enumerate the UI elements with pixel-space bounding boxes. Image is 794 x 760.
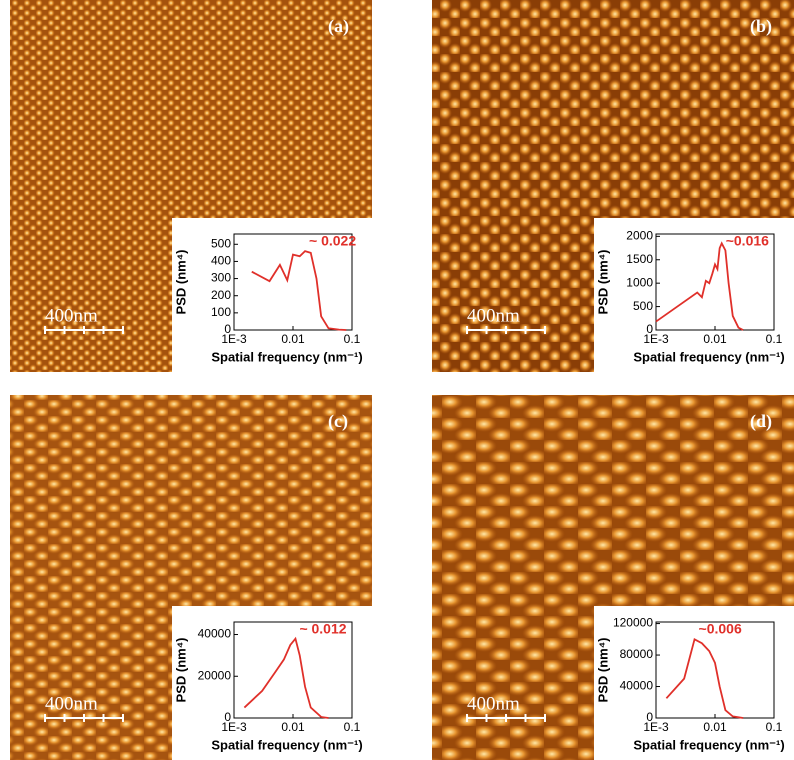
panel-label: (a) xyxy=(328,16,349,37)
x-tick-label: 0.1 xyxy=(344,332,361,346)
panel-label: (b) xyxy=(750,16,772,37)
y-tick-label: 300 xyxy=(211,271,231,285)
scale-bar-label: 400nm xyxy=(467,305,520,326)
x-axis-label: Spatial frequency (nm⁻¹) xyxy=(211,349,362,364)
inset-background xyxy=(172,606,372,760)
y-tick-label: 20000 xyxy=(198,668,232,682)
peak-annotation: ~ 0.012 xyxy=(299,621,346,637)
y-tick-label: 80000 xyxy=(620,647,654,661)
y-tick-label: 40000 xyxy=(198,627,232,641)
y-axis-label: PSD (nm⁴) xyxy=(595,638,610,703)
x-tick-label: 0.1 xyxy=(766,332,783,346)
peak-annotation: ~0.016 xyxy=(726,233,769,249)
x-tick-label: 0.01 xyxy=(703,332,727,346)
scale-bar-label: 400nm xyxy=(45,693,98,714)
x-tick-label: 1E-3 xyxy=(643,720,669,734)
y-tick-label: 2000 xyxy=(626,229,653,243)
y-tick-label: 0 xyxy=(224,322,231,336)
y-tick-label: 500 xyxy=(211,236,231,250)
inset-background xyxy=(594,606,794,760)
psd-line xyxy=(655,241,744,331)
psd-line xyxy=(665,637,744,719)
peak-annotation: ~ 0.022 xyxy=(309,233,356,249)
y-tick-label: 400 xyxy=(211,254,231,268)
y-tick-label: 1500 xyxy=(626,252,653,266)
x-tick-label: 0.01 xyxy=(281,332,305,346)
y-axis-label: PSD (nm⁴) xyxy=(595,250,610,315)
scale-bar-label: 400nm xyxy=(45,305,98,326)
inset-background xyxy=(172,218,372,372)
panel-label: (d) xyxy=(750,411,772,432)
x-tick-label: 0.1 xyxy=(766,720,783,734)
y-tick-label: 0 xyxy=(646,322,653,336)
x-axis-label: Spatial frequency (nm⁻¹) xyxy=(633,737,784,752)
scale-bar-label: 400nm xyxy=(467,693,520,714)
y-axis-label: PSD (nm⁴) xyxy=(173,250,188,315)
panel-label: (c) xyxy=(328,411,348,432)
y-tick-label: 0 xyxy=(646,710,653,724)
x-tick-label: 0.01 xyxy=(281,720,305,734)
y-tick-label: 200 xyxy=(211,288,231,302)
y-tick-label: 100 xyxy=(211,305,231,319)
y-tick-label: 500 xyxy=(633,299,653,313)
x-tick-label: 0.01 xyxy=(703,720,727,734)
y-tick-label: 1000 xyxy=(626,275,653,289)
psd-line xyxy=(251,250,347,331)
x-axis-label: Spatial frequency (nm⁻¹) xyxy=(211,737,362,752)
x-tick-label: 1E-3 xyxy=(643,332,669,346)
x-tick-label: 0.1 xyxy=(344,720,361,734)
x-tick-label: 1E-3 xyxy=(221,332,247,346)
y-axis-label: PSD (nm⁴) xyxy=(173,638,188,703)
y-tick-label: 40000 xyxy=(620,679,654,693)
y-tick-label: 0 xyxy=(224,710,231,724)
psd-line xyxy=(243,636,329,719)
y-tick-label: 120000 xyxy=(613,616,653,630)
x-tick-label: 1E-3 xyxy=(221,720,247,734)
peak-annotation: ~0.006 xyxy=(699,621,742,637)
x-axis-label: Spatial frequency (nm⁻¹) xyxy=(633,349,784,364)
